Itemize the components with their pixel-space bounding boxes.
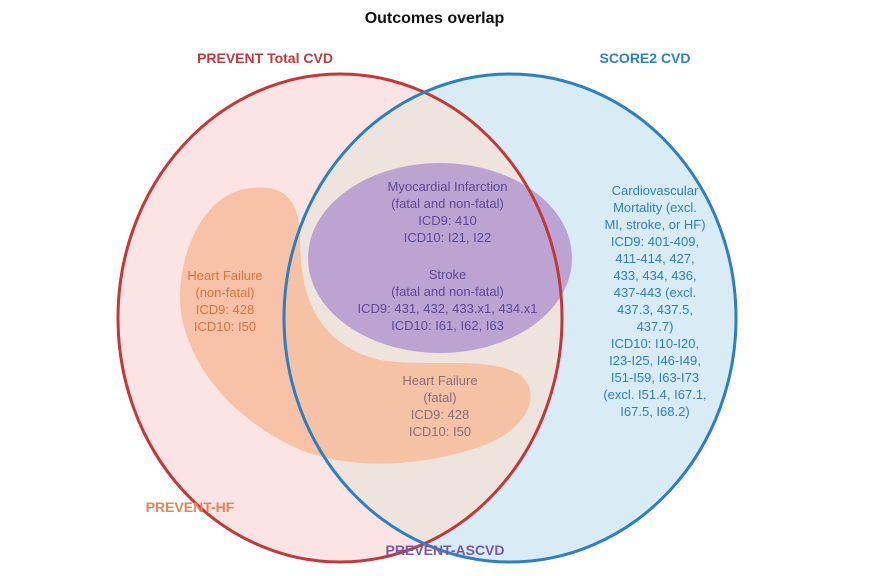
cvm-line: I67.5, I68.2) xyxy=(620,404,690,419)
mi-line: (fatal and non-fatal) xyxy=(391,196,504,211)
prevent-total-cvd-circle xyxy=(116,72,564,564)
cvm-line: (excl. I51.4, I67.1, xyxy=(603,387,707,402)
hf-fatal-line: Heart Failure xyxy=(402,373,478,388)
prevent-hf-region xyxy=(180,187,531,464)
hf-nonfatal-line: ICD10: I50 xyxy=(193,319,257,334)
cvm-line: 437-443 (excl. xyxy=(613,285,697,300)
score2-cvd-circle xyxy=(282,72,738,564)
mi-line: ICD9: 410 xyxy=(418,213,477,228)
cvm-line: ICD9: 401-409, xyxy=(610,234,700,249)
hf-fatal-line: ICD9: 428 xyxy=(410,407,470,422)
stroke-line: ICD10: I61, I62, I63 xyxy=(391,318,504,333)
cvm-line: 437.7) xyxy=(636,319,674,334)
cvm-line: 437.3, 437.5, xyxy=(617,302,693,317)
mi-line: Myocardial Infarction xyxy=(387,179,508,194)
stroke-line: (fatal and non-fatal) xyxy=(391,284,504,299)
heart-failure-fatal-block: Heart Failure (fatal) ICD9: 428 ICD10: I… xyxy=(375,372,505,440)
hf-fatal-line: (fatal) xyxy=(423,390,457,405)
score2-cvd-label: SCORE2 CVD xyxy=(599,50,691,66)
myocardial-infarction-block: Myocardial Infarction (fatal and non-fat… xyxy=(350,178,545,246)
prevent-hf-label: PREVENT-HF xyxy=(145,499,235,515)
cardiovascular-mortality-block: Cardiovascular Mortality (excl. MI, stro… xyxy=(590,182,720,420)
hf-nonfatal-line: (non-fatal) xyxy=(195,285,255,300)
cvm-line: I23-I25, I46-I49, xyxy=(609,353,701,368)
cvm-line: MI, stroke, or HF) xyxy=(604,217,706,232)
hf-fatal-line: ICD10: I50 xyxy=(408,424,472,439)
cvm-line: ICD10: I10-I20, xyxy=(610,336,700,351)
cvm-line: Cardiovascular xyxy=(611,183,699,198)
mi-line: ICD10: I21, I22 xyxy=(403,230,492,245)
prevent-ascvd-region xyxy=(308,163,572,353)
stroke-line: ICD9: 431, 432, 433.x1, 434.x1 xyxy=(357,301,538,316)
cvm-line: 411-414, 427, xyxy=(615,251,695,266)
prevent-ascvd-label: PREVENT-ASCVD xyxy=(385,542,505,558)
diagram-title: Outcomes overlap xyxy=(364,10,505,27)
cvm-line: 433, 434, 436, xyxy=(613,268,697,283)
heart-failure-nonfatal-block: Heart Failure (non-fatal) ICD9: 428 ICD1… xyxy=(160,267,290,335)
cvm-line: Mortality (excl. xyxy=(613,200,697,215)
stroke-line: Stroke xyxy=(428,267,467,282)
prevent-total-cvd-label: PREVENT Total CVD xyxy=(197,50,333,66)
cvm-line: I51-I59, I63-I73 xyxy=(610,370,700,385)
stroke-block: Stroke (fatal and non-fatal) ICD9: 431, … xyxy=(330,266,565,334)
hf-nonfatal-line: Heart Failure xyxy=(187,268,263,283)
hf-nonfatal-line: ICD9: 428 xyxy=(195,302,255,317)
